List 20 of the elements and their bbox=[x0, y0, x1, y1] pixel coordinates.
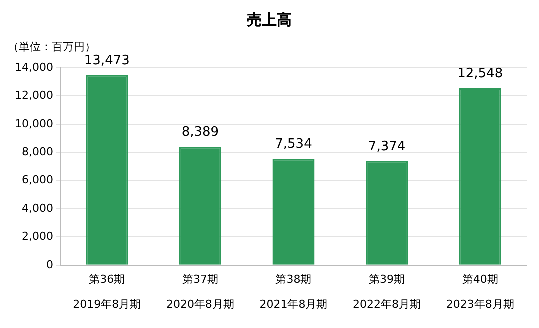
y-tick-label: 0 bbox=[46, 258, 54, 272]
y-tick-label: 8,000 bbox=[22, 145, 54, 158]
y-tick-label: 14,000 bbox=[14, 60, 54, 74]
data-label: 12,548 bbox=[458, 66, 504, 82]
x-tick-label: 第40期 2023年8月期 bbox=[446, 272, 514, 312]
y-tick-label: 4,000 bbox=[22, 202, 54, 215]
data-label: 7,534 bbox=[275, 137, 312, 152]
data-label: 7,374 bbox=[368, 139, 406, 154]
y-tick-label: 6,000 bbox=[22, 174, 54, 187]
x-tick-label: 第37期 2020年8月期 bbox=[166, 272, 234, 312]
data-label: 8,389 bbox=[182, 124, 220, 140]
y-tick-label: 10,000 bbox=[14, 117, 54, 130]
y-axis-title: （単位：百万円） bbox=[8, 40, 96, 54]
x-tick-label: 第36期 2019年8月期 bbox=[73, 272, 142, 312]
x-tick-label: 第39期 2022年8月期 bbox=[353, 272, 422, 312]
x-tick-label: 第38期 2021年8月期 bbox=[260, 272, 328, 312]
data-label: 13,473 bbox=[84, 53, 130, 68]
chart-title: 売上高 bbox=[247, 10, 292, 29]
y-tick-label: 12,000 bbox=[14, 89, 54, 102]
y-tick-label: 2,000 bbox=[22, 230, 54, 244]
